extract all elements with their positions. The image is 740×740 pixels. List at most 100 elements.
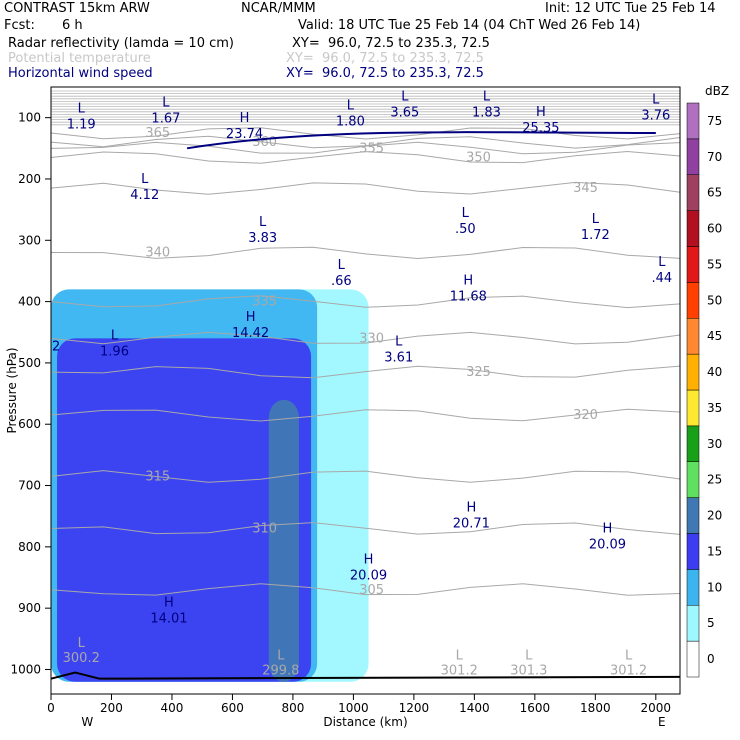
y-tick-label: 100 — [18, 111, 41, 125]
y-tick-label: 500 — [18, 356, 41, 370]
field-xy-theta: XY= 96.0, 72.5 to 235.3, 72.5 — [286, 51, 484, 66]
x-end-label-west: W — [81, 715, 93, 729]
theta-isoline — [50, 583, 681, 596]
colorbar-swatch — [686, 461, 700, 498]
wind-extremum-type: L — [78, 102, 86, 117]
wind-extremum-value: 23.74 — [226, 127, 263, 142]
theta-isoline — [50, 365, 681, 379]
wind-extremum-type: L — [338, 258, 346, 273]
theta-isoline-label: 325 — [466, 365, 491, 380]
wind-extremum-value: 3.65 — [390, 105, 419, 120]
colorbar-swatch — [686, 174, 700, 211]
x-end-label-east: E — [658, 715, 666, 729]
y-axis-title: Pressure (hPa) — [5, 347, 19, 433]
y-tick-label: 600 — [18, 417, 41, 431]
x-tick-label: 2000 — [641, 701, 672, 715]
x-tick-label: 1000 — [338, 701, 369, 715]
colorbar-label: 35 — [707, 401, 722, 415]
y-tick-label: 900 — [18, 601, 41, 615]
theta-isoline — [50, 470, 681, 483]
wind-extremum-value: .44 — [652, 271, 673, 286]
x-axis-title: Distance (km) — [323, 715, 407, 729]
theta-extremum-type: L — [277, 648, 285, 663]
theta-isoline-label: 365 — [145, 126, 170, 141]
wind-extremum-type: H — [536, 105, 546, 120]
wind-extremum-type: H — [463, 273, 473, 288]
wind-extremum-type: L — [141, 172, 149, 187]
theta-isoline — [50, 127, 681, 140]
wind-extremum-type: L — [483, 89, 491, 104]
theta-isoline-label: 315 — [145, 469, 170, 484]
x-tick-label: 400 — [161, 701, 184, 715]
wind-extremum-value: 1.19 — [67, 118, 96, 133]
colorbar-label: 5 — [707, 616, 715, 630]
theta-extremum-value: 299.8 — [262, 663, 299, 678]
colorbar-swatch — [686, 353, 700, 391]
y-tick-label: 200 — [18, 172, 41, 186]
wind-extremum-value: 20.71 — [453, 516, 490, 531]
theta-extremum-value: 300.2 — [63, 651, 100, 666]
wind-extremum-value: 3.76 — [641, 109, 670, 124]
x-tick-label: 1600 — [520, 701, 551, 715]
colorbar-swatch — [686, 425, 700, 462]
valid-time: Valid: 18 UTC Tue 25 Feb 14 (04 ChT Wed … — [298, 18, 641, 33]
theta-extremum-type: L — [78, 636, 86, 651]
colorbar-label: 0 — [707, 652, 715, 666]
colorbar-swatch — [686, 569, 700, 606]
colorbar-swatch — [686, 640, 700, 678]
wind-extremum-value: 1.83 — [472, 105, 501, 120]
wind-extremum-type: L — [395, 335, 403, 350]
colorbar-swatch — [686, 102, 700, 140]
wind-extremum-type: L — [347, 99, 355, 114]
reflectivity-region-20dbz — [268, 399, 299, 682]
terrain-surface — [50, 671, 681, 680]
forecast-hours: 6 h — [62, 18, 83, 33]
wind-extremum-type: H — [240, 111, 250, 126]
y-tick-label: 700 — [18, 479, 41, 493]
wind-extremum-value: 4.12 — [130, 188, 159, 203]
field-xy-reflectivity: XY= 96.0, 72.5 to 235.3, 72.5 — [292, 36, 490, 51]
theta-isoline-label: 335 — [252, 295, 277, 310]
colorbar-swatch — [686, 533, 700, 570]
init-time: Init: 12 UTC Tue 25 Feb 14 — [545, 1, 716, 16]
colorbar-swatch — [686, 497, 700, 534]
theta-isoline — [50, 522, 681, 535]
wind-extremum-type: L — [162, 96, 170, 111]
model-title: CONTRAST 15km ARW — [4, 1, 150, 16]
theta-isoline-label: 350 — [466, 151, 491, 166]
organization-label: NCAR/MMM — [241, 1, 316, 16]
x-tick-label: 1800 — [580, 701, 611, 715]
wind-extremum-type: L — [658, 255, 666, 270]
wind-extremum-value: 3.61 — [384, 351, 413, 366]
theta-isoline — [50, 181, 681, 195]
wind-extremum-value: 1.67 — [151, 112, 180, 127]
wind-extremum-type: L — [111, 329, 119, 344]
wind-extremum-type: L — [401, 89, 409, 104]
y-tick-label: 300 — [18, 233, 41, 247]
colorbar-swatch — [686, 389, 700, 427]
wind-extremum-type: L — [652, 93, 660, 108]
x-tick-label: 1200 — [399, 701, 430, 715]
wind-extremum-value: 20.09 — [350, 568, 387, 583]
colorbar-swatch — [686, 318, 700, 355]
theta-isoline-label: 310 — [252, 521, 277, 536]
wind-extremum-value: 1.96 — [100, 345, 129, 360]
wind-extremum-type: H — [466, 500, 476, 515]
theta-isoline — [50, 295, 681, 309]
wind-extremum-value: 3.83 — [248, 231, 277, 246]
wind-extremum-value: 14.01 — [150, 611, 187, 626]
edge-label: 2 — [52, 340, 60, 355]
colorbar-swatch — [686, 282, 700, 319]
wind-extremum-type: L — [592, 212, 600, 227]
colorbar-label: 30 — [707, 437, 722, 451]
plot-frame — [50, 86, 681, 695]
x-tick-label: 200 — [100, 701, 123, 715]
wind-extremum-value: 25.35 — [522, 121, 559, 136]
field-xy-wind: XY= 96.0, 72.5 to 235.3, 72.5 — [286, 66, 484, 81]
theta-isoline-label: 320 — [573, 408, 598, 423]
colorbar-label: 50 — [707, 293, 722, 307]
y-tick-label: 1000 — [10, 662, 41, 676]
field-name-reflectivity: Radar reflectivity (lamda = 10 cm) — [8, 36, 234, 51]
forecast-label: Fcst: — [4, 18, 35, 33]
colorbar-swatch — [686, 605, 700, 642]
